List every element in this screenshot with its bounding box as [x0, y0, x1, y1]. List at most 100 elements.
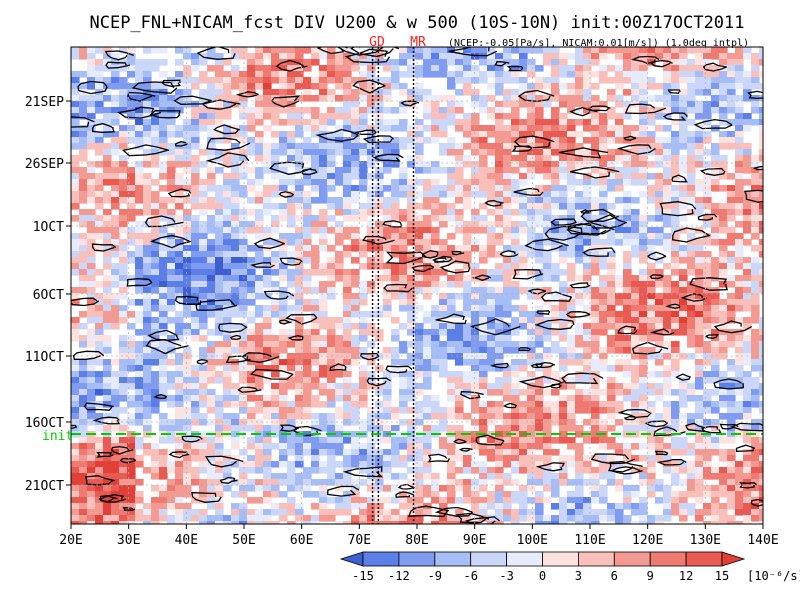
field-cell	[567, 347, 576, 354]
field-cell	[135, 383, 144, 390]
field-cell	[247, 281, 256, 288]
field-cell	[143, 77, 152, 84]
field-cell	[415, 281, 424, 288]
field-cell	[119, 47, 128, 54]
field-cell	[135, 71, 144, 78]
field-cell	[495, 53, 504, 60]
field-cell	[575, 203, 584, 210]
field-cell	[759, 317, 763, 324]
field-cell	[519, 437, 528, 444]
field-cell	[415, 347, 424, 354]
field-cell	[623, 47, 632, 54]
field-cell	[527, 95, 536, 102]
field-cell	[311, 383, 320, 390]
field-cell	[735, 167, 744, 174]
field-cell	[639, 269, 648, 276]
field-cell	[151, 101, 160, 108]
field-cell	[431, 287, 440, 294]
field-cell	[375, 173, 384, 180]
field-cell	[423, 413, 432, 420]
field-cell	[743, 77, 752, 84]
field-cell	[679, 161, 688, 168]
field-cell	[647, 443, 656, 450]
field-cell	[479, 53, 488, 60]
field-cell	[727, 191, 736, 198]
field-cell	[279, 311, 288, 318]
field-cell	[647, 227, 656, 234]
field-cell	[567, 239, 576, 246]
field-cell	[455, 107, 464, 114]
field-cell	[175, 479, 184, 486]
field-cell	[311, 149, 320, 156]
field-cell	[359, 383, 368, 390]
field-cell	[255, 467, 264, 474]
field-cell	[343, 407, 352, 414]
field-cell	[583, 65, 592, 72]
field-cell	[183, 479, 192, 486]
field-cell	[159, 287, 168, 294]
field-cell	[335, 221, 344, 228]
field-cell	[399, 143, 408, 150]
field-cell	[751, 329, 760, 336]
field-cell	[503, 335, 512, 342]
field-cell	[647, 239, 656, 246]
field-cell	[271, 107, 280, 114]
field-cell	[455, 209, 464, 216]
field-cell	[191, 281, 200, 288]
field-cell	[367, 185, 376, 192]
field-cell	[103, 209, 112, 216]
field-cell	[103, 317, 112, 324]
field-cell	[567, 269, 576, 276]
field-cell	[599, 179, 608, 186]
field-cell	[151, 95, 160, 102]
field-cell	[551, 179, 560, 186]
field-cell	[551, 293, 560, 300]
field-cell	[159, 203, 168, 210]
field-cell	[231, 77, 240, 84]
field-cell	[583, 461, 592, 468]
field-cell	[591, 197, 600, 204]
field-cell	[87, 467, 96, 474]
field-cell	[191, 479, 200, 486]
field-cell	[479, 413, 488, 420]
field-cell	[151, 269, 160, 276]
field-cell	[663, 317, 672, 324]
field-cell	[503, 47, 512, 54]
field-cell	[311, 77, 320, 84]
field-cell	[327, 179, 336, 186]
field-cell	[71, 467, 80, 474]
field-cell	[367, 155, 376, 162]
field-cell	[711, 65, 720, 72]
field-cell	[439, 221, 448, 228]
field-cell	[191, 119, 200, 126]
field-cell	[391, 143, 400, 150]
field-cell	[479, 317, 488, 324]
field-cell	[231, 149, 240, 156]
field-cell	[279, 377, 288, 384]
field-cell	[655, 449, 664, 456]
field-cell	[687, 65, 696, 72]
field-cell	[335, 107, 344, 114]
field-cell	[439, 143, 448, 150]
field-cell	[159, 227, 168, 234]
field-cell	[431, 131, 440, 138]
field-cell	[127, 437, 136, 444]
field-cell	[223, 383, 232, 390]
field-cell	[223, 227, 232, 234]
field-cell	[751, 425, 760, 432]
field-cell	[535, 425, 544, 432]
field-cell	[639, 161, 648, 168]
field-cell	[479, 95, 488, 102]
field-cell	[215, 425, 224, 432]
field-cell	[631, 413, 640, 420]
field-cell	[391, 293, 400, 300]
field-cell	[239, 305, 248, 312]
field-cell	[751, 215, 760, 222]
field-cell	[543, 347, 552, 354]
field-cell	[207, 155, 216, 162]
field-cell	[583, 305, 592, 312]
field-cell	[687, 131, 696, 138]
field-cell	[719, 143, 728, 150]
field-cell	[455, 71, 464, 78]
field-cell	[127, 323, 136, 330]
